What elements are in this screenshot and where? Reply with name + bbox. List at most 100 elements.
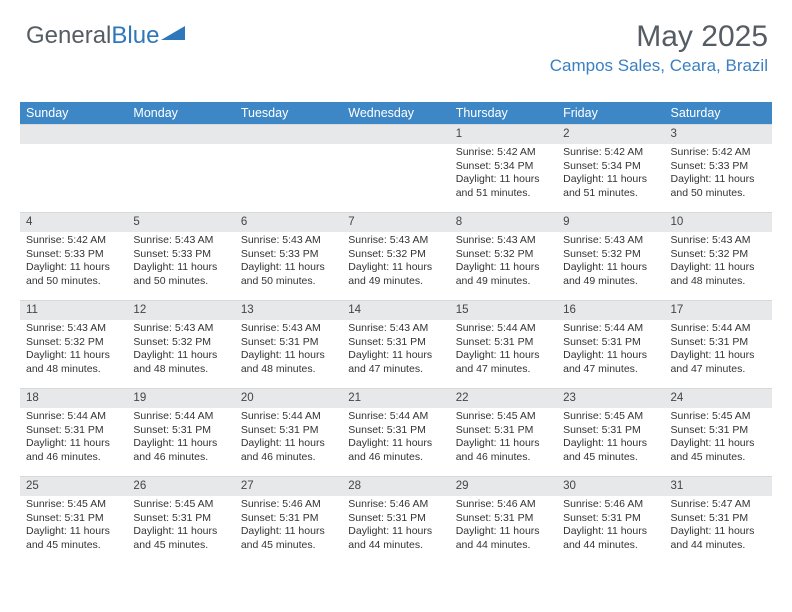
day-number: 16 (557, 300, 664, 320)
day-details: Sunrise: 5:45 AMSunset: 5:31 PMDaylight:… (665, 408, 772, 469)
sunrise-line: Sunrise: 5:44 AM (26, 410, 121, 424)
sunset-line: Sunset: 5:31 PM (456, 424, 551, 438)
daylight-line: Daylight: 11 hours and 44 minutes. (671, 525, 766, 552)
day-details: Sunrise: 5:45 AMSunset: 5:31 PMDaylight:… (450, 408, 557, 469)
sunset-line: Sunset: 5:31 PM (133, 512, 228, 526)
day-header: Thursday (450, 102, 557, 124)
daylight-line: Daylight: 11 hours and 49 minutes. (563, 261, 658, 288)
calendar-cell: 12Sunrise: 5:43 AMSunset: 5:32 PMDayligh… (127, 300, 234, 388)
calendar-cell: 23Sunrise: 5:45 AMSunset: 5:31 PMDayligh… (557, 388, 664, 476)
day-header: Wednesday (342, 102, 449, 124)
sunrise-line: Sunrise: 5:42 AM (26, 234, 121, 248)
sunset-line: Sunset: 5:31 PM (26, 424, 121, 438)
sunrise-line: Sunrise: 5:45 AM (26, 498, 121, 512)
daylight-line: Daylight: 11 hours and 46 minutes. (348, 437, 443, 464)
sunset-line: Sunset: 5:32 PM (133, 336, 228, 350)
day-details: Sunrise: 5:43 AMSunset: 5:31 PMDaylight:… (342, 320, 449, 381)
calendar-cell (127, 124, 234, 212)
sunrise-line: Sunrise: 5:44 AM (563, 322, 658, 336)
calendar-cell: 5Sunrise: 5:43 AMSunset: 5:33 PMDaylight… (127, 212, 234, 300)
day-number: 7 (342, 212, 449, 232)
sunrise-line: Sunrise: 5:46 AM (563, 498, 658, 512)
sunset-line: Sunset: 5:33 PM (241, 248, 336, 262)
sunrise-line: Sunrise: 5:43 AM (348, 322, 443, 336)
sunrise-line: Sunrise: 5:43 AM (133, 322, 228, 336)
sunrise-line: Sunrise: 5:42 AM (456, 146, 551, 160)
daylight-line: Daylight: 11 hours and 44 minutes. (348, 525, 443, 552)
logo-text-1: General (26, 22, 111, 50)
day-number: 6 (235, 212, 342, 232)
calendar-cell: 24Sunrise: 5:45 AMSunset: 5:31 PMDayligh… (665, 388, 772, 476)
daylight-line: Daylight: 11 hours and 45 minutes. (241, 525, 336, 552)
sunrise-line: Sunrise: 5:44 AM (456, 322, 551, 336)
calendar-cell: 13Sunrise: 5:43 AMSunset: 5:31 PMDayligh… (235, 300, 342, 388)
sunrise-line: Sunrise: 5:45 AM (671, 410, 766, 424)
day-details: Sunrise: 5:43 AMSunset: 5:32 PMDaylight:… (450, 232, 557, 293)
sunrise-line: Sunrise: 5:43 AM (26, 322, 121, 336)
day-number: 4 (20, 212, 127, 232)
calendar-cell: 18Sunrise: 5:44 AMSunset: 5:31 PMDayligh… (20, 388, 127, 476)
day-details: Sunrise: 5:43 AMSunset: 5:32 PMDaylight:… (557, 232, 664, 293)
sunset-line: Sunset: 5:33 PM (26, 248, 121, 262)
day-details: Sunrise: 5:42 AMSunset: 5:33 PMDaylight:… (20, 232, 127, 293)
day-details: Sunrise: 5:44 AMSunset: 5:31 PMDaylight:… (342, 408, 449, 469)
calendar-cell: 25Sunrise: 5:45 AMSunset: 5:31 PMDayligh… (20, 476, 127, 564)
calendar-cell: 4Sunrise: 5:42 AMSunset: 5:33 PMDaylight… (20, 212, 127, 300)
sunrise-line: Sunrise: 5:44 AM (133, 410, 228, 424)
daylight-line: Daylight: 11 hours and 45 minutes. (26, 525, 121, 552)
logo-triangle-icon (161, 24, 187, 42)
sunrise-line: Sunrise: 5:43 AM (241, 322, 336, 336)
calendar-cell: 31Sunrise: 5:47 AMSunset: 5:31 PMDayligh… (665, 476, 772, 564)
sunset-line: Sunset: 5:31 PM (348, 424, 443, 438)
day-details: Sunrise: 5:44 AMSunset: 5:31 PMDaylight:… (557, 320, 664, 381)
day-number: 28 (342, 476, 449, 496)
calendar-cell: 15Sunrise: 5:44 AMSunset: 5:31 PMDayligh… (450, 300, 557, 388)
logo-text-2: Blue (111, 22, 159, 50)
sunset-line: Sunset: 5:31 PM (563, 336, 658, 350)
calendar-cell: 20Sunrise: 5:44 AMSunset: 5:31 PMDayligh… (235, 388, 342, 476)
calendar-cell: 17Sunrise: 5:44 AMSunset: 5:31 PMDayligh… (665, 300, 772, 388)
calendar-cell: 11Sunrise: 5:43 AMSunset: 5:32 PMDayligh… (20, 300, 127, 388)
sunset-line: Sunset: 5:31 PM (456, 336, 551, 350)
sunrise-line: Sunrise: 5:46 AM (456, 498, 551, 512)
daylight-line: Daylight: 11 hours and 50 minutes. (671, 173, 766, 200)
calendar-week-row: 1Sunrise: 5:42 AMSunset: 5:34 PMDaylight… (20, 124, 772, 212)
day-details: Sunrise: 5:46 AMSunset: 5:31 PMDaylight:… (342, 496, 449, 557)
daylight-line: Daylight: 11 hours and 48 minutes. (241, 349, 336, 376)
daylight-line: Daylight: 11 hours and 47 minutes. (563, 349, 658, 376)
day-header-row: Sunday Monday Tuesday Wednesday Thursday… (20, 102, 772, 124)
calendar-cell: 16Sunrise: 5:44 AMSunset: 5:31 PMDayligh… (557, 300, 664, 388)
daylight-line: Daylight: 11 hours and 46 minutes. (241, 437, 336, 464)
calendar-cell: 3Sunrise: 5:42 AMSunset: 5:33 PMDaylight… (665, 124, 772, 212)
day-number: 25 (20, 476, 127, 496)
calendar-week-row: 18Sunrise: 5:44 AMSunset: 5:31 PMDayligh… (20, 388, 772, 476)
daylight-line: Daylight: 11 hours and 51 minutes. (563, 173, 658, 200)
calendar-table: Sunday Monday Tuesday Wednesday Thursday… (20, 102, 772, 564)
calendar-cell (342, 124, 449, 212)
calendar-cell: 27Sunrise: 5:46 AMSunset: 5:31 PMDayligh… (235, 476, 342, 564)
sunrise-line: Sunrise: 5:45 AM (563, 410, 658, 424)
day-number: 29 (450, 476, 557, 496)
day-details: Sunrise: 5:47 AMSunset: 5:31 PMDaylight:… (665, 496, 772, 557)
day-details: Sunrise: 5:42 AMSunset: 5:34 PMDaylight:… (557, 144, 664, 205)
sunset-line: Sunset: 5:31 PM (563, 512, 658, 526)
header-right: May 2025 Campos Sales, Ceara, Brazil (550, 20, 768, 76)
day-number: 5 (127, 212, 234, 232)
calendar-cell: 19Sunrise: 5:44 AMSunset: 5:31 PMDayligh… (127, 388, 234, 476)
day-details: Sunrise: 5:46 AMSunset: 5:31 PMDaylight:… (235, 496, 342, 557)
sunset-line: Sunset: 5:31 PM (671, 336, 766, 350)
day-number: 19 (127, 388, 234, 408)
sunrise-line: Sunrise: 5:46 AM (348, 498, 443, 512)
sunset-line: Sunset: 5:31 PM (671, 424, 766, 438)
day-details: Sunrise: 5:44 AMSunset: 5:31 PMDaylight:… (235, 408, 342, 469)
daylight-line: Daylight: 11 hours and 50 minutes. (241, 261, 336, 288)
day-number: 24 (665, 388, 772, 408)
daylight-line: Daylight: 11 hours and 47 minutes. (456, 349, 551, 376)
day-number: 14 (342, 300, 449, 320)
day-number: 21 (342, 388, 449, 408)
sunrise-line: Sunrise: 5:43 AM (671, 234, 766, 248)
day-number: 2 (557, 124, 664, 144)
daylight-line: Daylight: 11 hours and 45 minutes. (133, 525, 228, 552)
sunrise-line: Sunrise: 5:43 AM (456, 234, 551, 248)
day-number: 31 (665, 476, 772, 496)
